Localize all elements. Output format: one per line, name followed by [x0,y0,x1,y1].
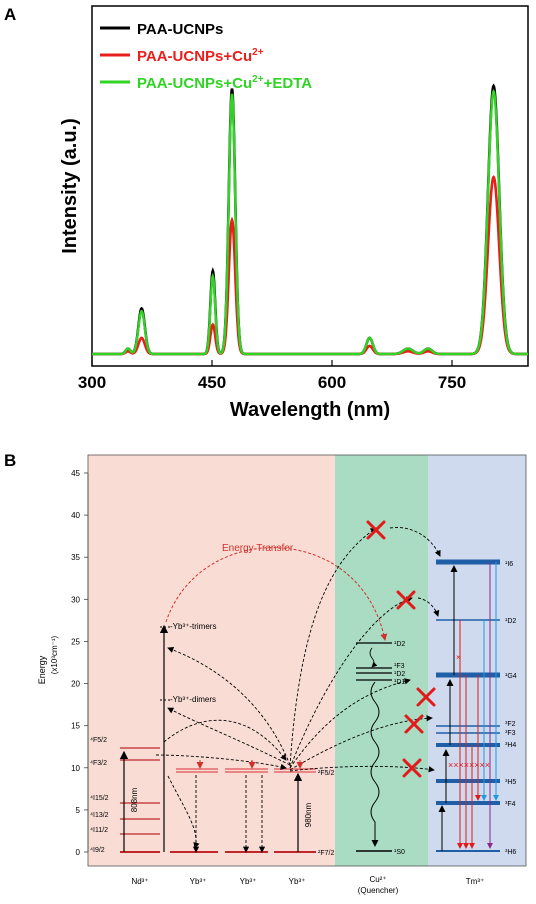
tm-quench-xs: ×××××××× [448,760,490,770]
tm-3H4: ³H4 [505,742,516,749]
cross-3 [416,687,436,707]
tm-levels [436,559,500,852]
tm-3H6: ³H6 [505,849,516,856]
ion-tm: Tm³⁺ [466,877,484,886]
x-tick-label: 750 [438,373,466,392]
trimers-label: -Yb³⁺-trimers [170,622,216,631]
level-4I132: ⁴I13/2 [90,812,109,819]
energy-tick-label: 5 [76,806,81,815]
energy-axis: 0 5 10 15 20 25 30 35 40 45 [71,469,89,857]
legend-label-2: PAA-UCNPs+Cu2+ [137,47,264,65]
cu-quencher-region [335,455,428,866]
level-4I92: ⁴I9/2 [90,847,105,854]
energy-tick-label: 25 [71,637,80,646]
cross-1 [366,520,386,540]
tm-3F2: ³F2 [505,721,516,728]
tm-upconversion-arrows [438,565,458,851]
cu-1D1: ¹D1 [394,679,405,686]
y-axis-label: Intensity (a.u.) [59,118,81,254]
x-tick-label: 300 [78,373,106,392]
energy-tick-label: 35 [71,553,80,562]
cu-levels [356,642,392,852]
spectra-lines [92,83,528,356]
level-4F52: ⁴F5/2 [90,737,107,744]
ion-nd: Nd³⁺ [131,877,148,886]
energy-tick-label: 45 [71,469,80,478]
cross-5 [402,758,422,778]
cu-1F3: ¹F3 [394,663,405,670]
tm-level-labels: ¹I6 ¹D2 ¹G4 ³F2 ³F3 ³H4 ³H5 ³F4 ³H6 [505,561,517,856]
energy-axis-label: Energy [37,655,47,684]
ion-cu: Cu²⁺ [369,875,386,884]
label-980nm: 980nm [304,802,313,827]
x-axis-label: Wavelength (nm) [230,399,390,421]
series-line-3 [92,89,528,356]
series-line-1 [92,83,528,356]
plot-frame [91,5,529,367]
energy-tick-label: 0 [76,848,81,857]
panel-b-label: B [4,451,16,470]
cu-1D2-top: ¹D2 [394,641,405,648]
x-axis-ticks: 300 450 600 750 [78,360,466,392]
ion-yb-2: Yb³⁺ [240,877,257,886]
tm-1I6: ¹I6 [505,561,513,568]
legend-label-3: PAA-UCNPs+Cu2++EDTA [137,74,312,92]
transfer-arrows [155,527,441,853]
level-4F32: ⁴F3/2 [90,760,107,767]
tm-3F3: ³F3 [505,730,516,737]
cross-2 [396,590,416,610]
dimers-label: -Yb³⁺-dimers [170,695,216,704]
legend-label-1: PAA-UCNPs [137,21,223,38]
tm-3H5: ³H5 [505,779,516,786]
tm-1G4: ¹G4 [505,673,517,680]
label-808nm: 808nm [130,787,139,812]
energy-tick-label: 30 [71,595,80,604]
energy-axis-unit: (x10³cm⁻¹) [50,635,59,674]
nd-levels [120,747,160,853]
energy-diagram: 0 5 10 15 20 25 30 35 40 45 Energy (x10³cm⁻¹) ⁴F5… [37,454,527,895]
cu-1D2: ¹D2 [394,671,405,678]
cu-small-decay [369,647,378,668]
energy-transfer-label: Energy Transfer [222,543,294,554]
level-4I112: ⁴I11/2 [90,827,108,834]
yb-small-red-arrows [196,760,304,769]
energy-tick-label: 20 [71,680,80,689]
ion-yb-1: Yb³⁺ [190,877,207,886]
cu-nonradiative-decay [370,681,380,847]
quencher-label: (Quencher) [358,886,399,895]
tm-1D2: ¹D2 [505,618,516,625]
series-line-2 [92,175,528,356]
energy-transfer-arrow [165,547,388,641]
nd-yb-region [88,455,335,866]
tm-small-quench-x: × [456,653,461,662]
tm-3F4: ³F4 [505,801,516,808]
panel-a-label: A [4,5,16,24]
energy-tick-label: 15 [71,722,80,731]
ion-labels: Nd³⁺ Yb³⁺ Yb³⁺ Yb³⁺ Cu²⁺ (Quencher) Tm³⁺ [131,875,484,895]
energy-tick-label: 10 [71,764,80,773]
tm-emission-arrows [457,562,499,849]
nd-level-labels: ⁴F5/2 ⁴F3/2 ⁴I15/2 ⁴I13/2 ⁴I11/2 ⁴I9/2 [90,737,109,854]
yb-level-upper: ²F5/2 [318,770,334,777]
ion-yb-3: Yb³⁺ [289,877,306,886]
energy-tick-label: 40 [71,511,80,520]
x-tick-label: 450 [198,373,226,392]
cu-level-labels: ¹D2 ¹F3 ¹D2 ¹D1 ¹S0 [394,641,405,856]
x-tick-label: 600 [318,373,346,392]
legend: PAA-UCNPs PAA-UCNPs+Cu2+ PAA-UCNPs+Cu2++… [100,21,312,92]
cu-1S0: ¹S0 [394,849,405,856]
level-4I152: ⁴I15/2 [90,795,109,802]
yb-level-lower: ²F7/2 [318,850,334,857]
quench-crosses [366,520,436,778]
spectrum-chart: 300 450 600 750 Wavelength (nm) Intensity (… [59,5,529,421]
cross-4 [404,714,424,734]
